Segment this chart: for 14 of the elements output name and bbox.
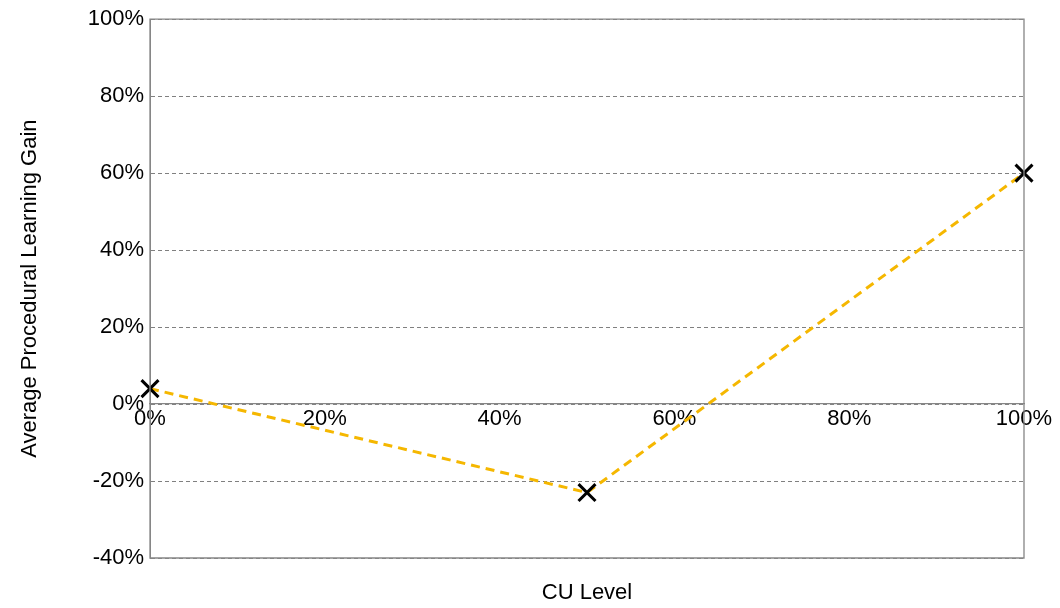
y-tick-label: -20% <box>92 467 144 493</box>
x-tick-label: 80% <box>827 405 872 431</box>
y-tick-label: 80% <box>99 82 144 108</box>
y-tick-label: 60% <box>99 159 144 185</box>
y-tick-label: 20% <box>99 313 144 339</box>
x-tick-label: 20% <box>302 405 347 431</box>
x-axis-title: CU Level <box>541 579 633 605</box>
y-tick-label: 40% <box>99 236 144 262</box>
x-tick-label: 100% <box>995 405 1053 431</box>
y-tick-label: -40% <box>92 544 144 570</box>
y-axis-title: Average Procedural Learning Gain <box>16 119 42 458</box>
y-tick-label: 100% <box>87 5 144 31</box>
x-tick-label: 40% <box>477 405 522 431</box>
x-tick-label: 60% <box>652 405 697 431</box>
